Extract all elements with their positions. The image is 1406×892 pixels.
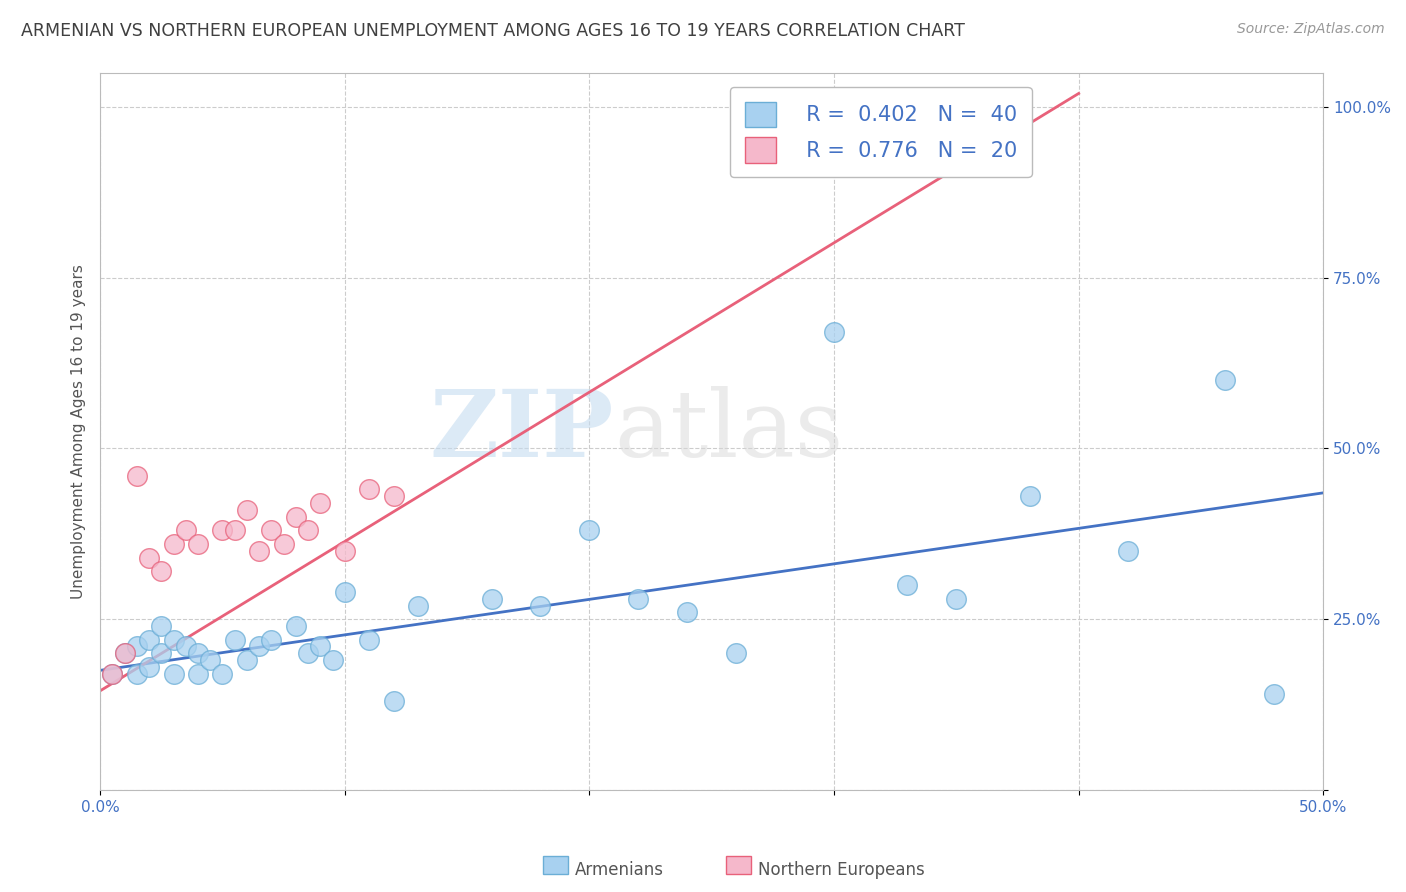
Point	[174, 524, 197, 538]
Point	[138, 550, 160, 565]
Point	[1263, 687, 1285, 701]
Point	[114, 646, 136, 660]
Point	[578, 524, 600, 538]
Point	[273, 537, 295, 551]
Point	[211, 666, 233, 681]
Point	[1215, 373, 1237, 387]
Point	[309, 496, 332, 510]
Point	[627, 591, 650, 606]
Point	[211, 524, 233, 538]
Point	[162, 632, 184, 647]
Point	[200, 653, 222, 667]
Text: ARMENIAN VS NORTHERN EUROPEAN UNEMPLOYMENT AMONG AGES 16 TO 19 YEARS CORRELATION: ARMENIAN VS NORTHERN EUROPEAN UNEMPLOYME…	[21, 22, 965, 40]
Point	[260, 632, 283, 647]
Point	[725, 646, 748, 660]
Point	[138, 660, 160, 674]
Point	[297, 524, 319, 538]
Point	[247, 544, 270, 558]
Point	[529, 599, 551, 613]
Point	[284, 619, 307, 633]
Point	[382, 489, 405, 503]
Text: Armenians: Armenians	[575, 861, 664, 879]
Point	[150, 619, 173, 633]
Point	[187, 646, 209, 660]
Legend:   R =  0.402   N =  40,   R =  0.776   N =  20: R = 0.402 N = 40, R = 0.776 N = 20	[730, 87, 1032, 178]
Point	[236, 653, 259, 667]
Point	[359, 483, 381, 497]
Point	[333, 585, 356, 599]
Point	[174, 640, 197, 654]
Point	[322, 653, 344, 667]
Point	[224, 632, 246, 647]
Text: atlas: atlas	[614, 386, 844, 476]
Point	[945, 591, 967, 606]
Point	[150, 646, 173, 660]
Point	[101, 666, 124, 681]
Point	[125, 640, 148, 654]
Text: Northern Europeans: Northern Europeans	[758, 861, 925, 879]
Point	[284, 509, 307, 524]
Point	[125, 468, 148, 483]
Point	[676, 605, 699, 619]
Point	[382, 694, 405, 708]
Point	[125, 666, 148, 681]
Point	[114, 646, 136, 660]
Point	[481, 591, 503, 606]
Point	[224, 524, 246, 538]
Point	[138, 632, 160, 647]
Point	[406, 599, 429, 613]
Text: ZIP: ZIP	[430, 386, 614, 476]
Y-axis label: Unemployment Among Ages 16 to 19 years: Unemployment Among Ages 16 to 19 years	[72, 264, 86, 599]
Point	[101, 666, 124, 681]
Point	[1116, 544, 1139, 558]
Point	[1018, 489, 1040, 503]
Point	[162, 537, 184, 551]
Point	[236, 503, 259, 517]
Text: Source: ZipAtlas.com: Source: ZipAtlas.com	[1237, 22, 1385, 37]
Point	[187, 666, 209, 681]
Point	[162, 666, 184, 681]
Point	[297, 646, 319, 660]
Point	[187, 537, 209, 551]
Point	[309, 640, 332, 654]
Point	[150, 565, 173, 579]
Point	[247, 640, 270, 654]
Point	[896, 578, 918, 592]
Point	[333, 544, 356, 558]
Point	[260, 524, 283, 538]
Point	[359, 632, 381, 647]
Point	[823, 326, 845, 340]
